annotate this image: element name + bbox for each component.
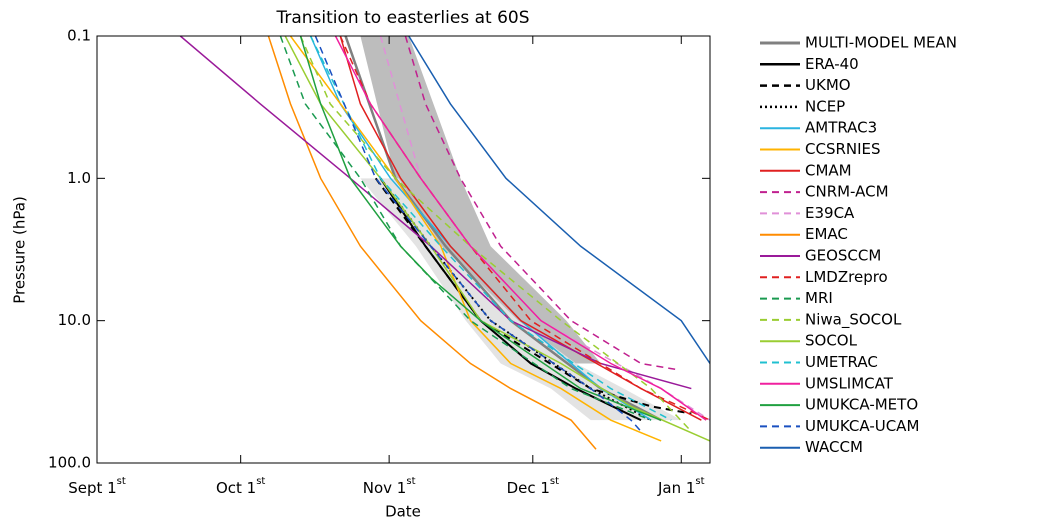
legend-label: CCSRNIES <box>805 140 881 158</box>
legend-label: MULTI-MODEL MEAN <box>805 34 957 52</box>
y-tick-label: 100.0 <box>48 454 91 472</box>
series-line <box>284 36 710 442</box>
series-line <box>404 36 677 371</box>
legend-label: UMSLIMCAT <box>805 374 894 392</box>
x-tick-label: Dec 1st <box>507 476 560 497</box>
y-tick-label: 10.0 <box>58 311 91 329</box>
legend-label: ERA-40 <box>805 55 859 73</box>
legend-label: WACCM <box>805 438 863 456</box>
series-line <box>408 36 710 364</box>
x-axis-label: Date <box>385 503 421 521</box>
chart-title: Transition to easterlies at 60S <box>275 8 529 28</box>
series-line <box>299 36 692 432</box>
legend-label: E39CA <box>805 204 855 222</box>
legend-label: GEOSCCM <box>805 247 881 265</box>
series-line <box>314 36 642 432</box>
legend-label: UKMO <box>805 76 851 94</box>
plot-area <box>179 36 710 450</box>
series-line <box>267 36 597 450</box>
series-line <box>299 36 662 421</box>
x-tick-label: Nov 1st <box>363 476 416 497</box>
plot-frame <box>96 35 711 464</box>
x-tick-label: Oct 1st <box>216 476 265 497</box>
legend-label: MRI <box>805 289 833 307</box>
series-line <box>289 36 662 442</box>
y-tick-label: 0.1 <box>67 27 91 45</box>
legend-label: LMDZrepro <box>805 268 888 286</box>
legend-label: AMTRAC3 <box>805 119 877 137</box>
legend-label: SOCOL <box>805 332 858 350</box>
legend-label: CMAM <box>805 161 852 179</box>
series-line <box>374 177 692 415</box>
y-axis-label: Pressure (hPa) <box>11 196 29 304</box>
series-line <box>309 36 672 421</box>
x-tick-label: Sept 1st <box>68 476 126 497</box>
x-tick-label: Jan 1st <box>657 476 705 497</box>
legend-label: UMUKCA-UCAM <box>805 417 919 435</box>
spread-band <box>360 36 601 364</box>
legend-label: EMAC <box>805 225 848 243</box>
legend-label: NCEP <box>805 97 845 115</box>
legend-label: Niwa_SOCOL <box>805 310 902 329</box>
legend-label: UMETRAC <box>805 353 878 371</box>
legend-label: UMUKCA-METO <box>805 396 918 414</box>
series-line <box>334 36 707 421</box>
y-tick-label: 1.0 <box>67 169 91 187</box>
legend-label: CNRM-ACM <box>805 183 889 201</box>
